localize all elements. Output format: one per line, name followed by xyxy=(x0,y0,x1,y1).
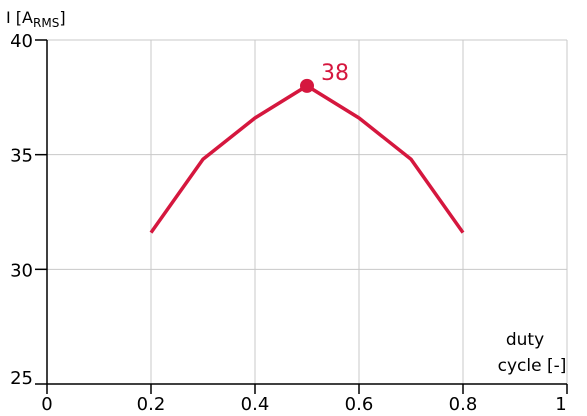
y-axis-label-close: ] xyxy=(59,8,65,27)
y-tick-label: 35 xyxy=(10,146,33,167)
series-line xyxy=(149,83,465,234)
y-axis-label-main: I [A xyxy=(6,8,33,27)
peak-point xyxy=(300,78,314,93)
x-tick-label: 0 xyxy=(41,394,52,412)
x-tick-label: 1 xyxy=(555,394,566,412)
tick-labels: 25 30 35 40 0 0.2 0.4 0.6 0.8 1 xyxy=(10,31,568,415)
axis-labels: I [ARMS] duty cycle [-] xyxy=(6,8,566,376)
y-tick-label: 30 xyxy=(10,260,33,281)
peak-value-label: 38 xyxy=(321,61,349,86)
x-axis-label-line2: cycle [-] xyxy=(498,356,567,376)
x-axis-label-line1: duty xyxy=(506,330,544,350)
y-tick-label: 25 xyxy=(10,368,33,389)
axes xyxy=(46,40,567,385)
highlight: 38 xyxy=(300,61,349,93)
y-axis-label: I [ARMS] xyxy=(6,8,66,30)
grid-lines xyxy=(47,39,568,384)
y-tick-label: 40 xyxy=(10,31,33,52)
x-tick-label: 0.8 xyxy=(449,394,478,412)
x-tick-label: 0.4 xyxy=(241,394,270,412)
x-tick-label: 0.6 xyxy=(345,394,374,412)
y-axis-label-subscript: RMS xyxy=(33,16,59,30)
x-tick-label: 0.2 xyxy=(137,394,166,412)
series xyxy=(149,83,465,234)
